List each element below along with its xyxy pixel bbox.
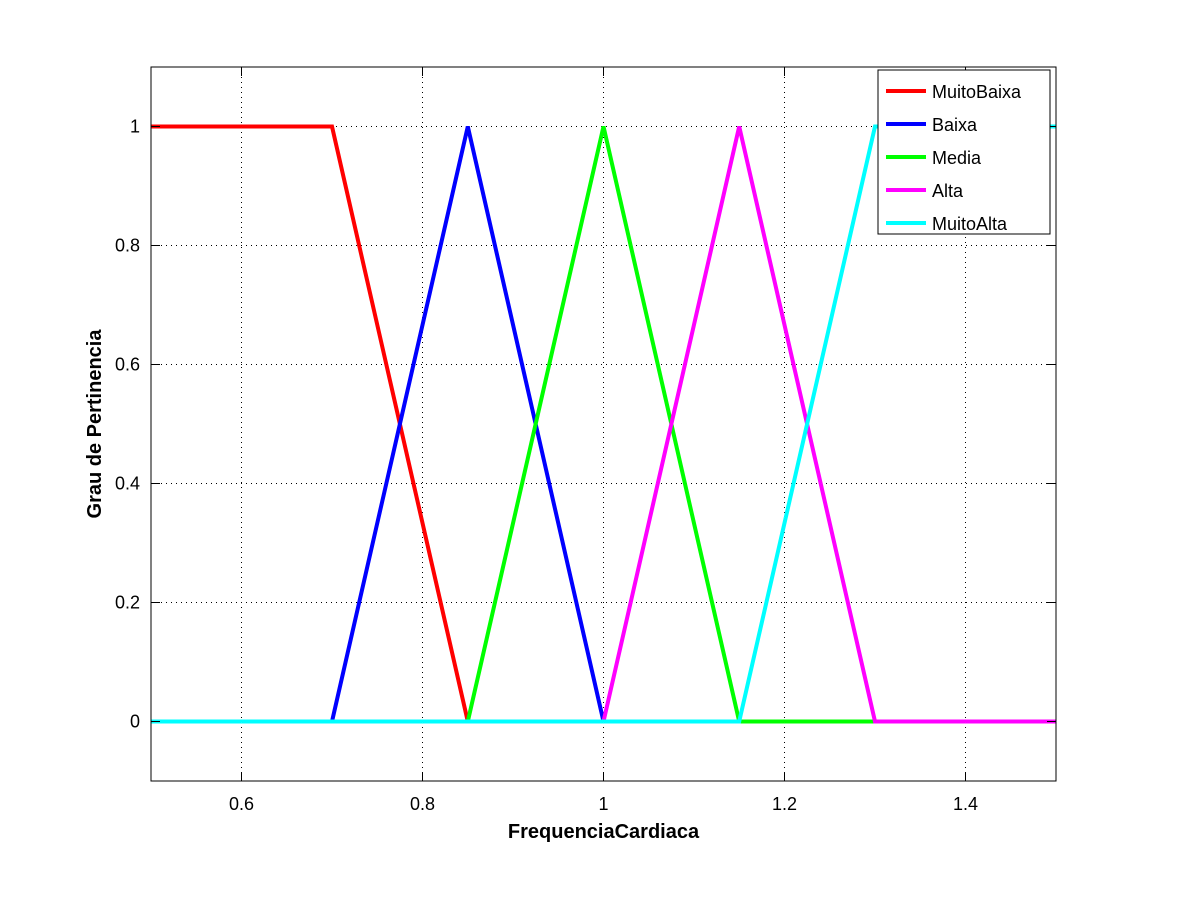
legend-box <box>877 69 1051 235</box>
x-tick-label: 0.6 <box>229 794 254 814</box>
x-tick-label: 1.2 <box>772 794 797 814</box>
x-tick-label: 0.8 <box>410 794 435 814</box>
legend-label-media: Media <box>932 148 982 168</box>
y-tick-label: 0.6 <box>115 355 140 375</box>
x-axis-title: FrequenciaCardiaca <box>508 821 700 843</box>
x-tick-label: 1.4 <box>953 794 978 814</box>
y-tick-label: 0.8 <box>115 236 140 256</box>
x-tick-label: 1 <box>598 794 608 814</box>
y-tick-label: 0.4 <box>115 474 140 494</box>
ticks-layer: 0.6 0.8 1 1.2 1.4 0 0.2 0.4 0.6 0.8 1 <box>115 67 1056 814</box>
legend-label-baixa: Baixa <box>932 115 978 135</box>
y-tick-label: 1 <box>130 117 140 137</box>
y-tick-label: 0.2 <box>115 593 140 613</box>
legend-label-muitoalta: MuitoAlta <box>932 214 1008 234</box>
legend-label-muitobaixa: MuitoBaixa <box>932 82 1022 102</box>
legend-label-alta: Alta <box>932 181 964 201</box>
legend: MuitoBaixa Baixa Media Alta MuitoAlta <box>877 69 1051 235</box>
y-axis-title: Grau de Pertinencia <box>84 329 106 519</box>
y-tick-label: 0 <box>130 712 140 732</box>
